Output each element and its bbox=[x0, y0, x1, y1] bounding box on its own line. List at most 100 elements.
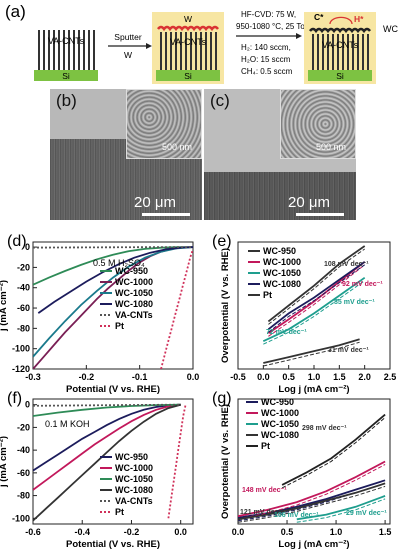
stage2-substrate: Si bbox=[184, 71, 192, 81]
cnt-tube bbox=[342, 34, 344, 70]
electrolyte-label: 0.1 M KOH bbox=[45, 419, 90, 429]
x-tick-label: 1.5 bbox=[379, 527, 392, 537]
series-line-wc-1000 bbox=[33, 403, 181, 491]
cnt-tube bbox=[68, 30, 70, 70]
y-tick-label: -80 bbox=[17, 323, 30, 333]
y-tick-label: -60 bbox=[17, 468, 30, 478]
x-tick-label: 0.0 bbox=[187, 372, 200, 382]
x-tick-label: -0.3 bbox=[25, 372, 41, 382]
stage-2: W VA-CNTs Si bbox=[152, 12, 224, 84]
sem-inset-c bbox=[280, 89, 356, 159]
wc-layer bbox=[309, 27, 371, 34]
y-tick-label: -80 bbox=[17, 491, 30, 501]
tafel-fit-line bbox=[238, 485, 386, 523]
series-line-wc-1050 bbox=[33, 246, 193, 358]
y-tick-label: -20 bbox=[17, 422, 30, 432]
cnt-forest-1 bbox=[38, 30, 95, 70]
arrow1-top-label: Sputter bbox=[114, 32, 142, 42]
cnt-tube bbox=[180, 32, 182, 70]
series-line-wc-1050 bbox=[296, 495, 386, 521]
scale-bar-label-b: 20 μm bbox=[134, 194, 176, 211]
arrow1-bottom-label: W bbox=[124, 50, 132, 60]
tafel-fit-line bbox=[268, 264, 366, 337]
series-line-wc-950 bbox=[267, 245, 366, 323]
cnt-tube bbox=[43, 30, 45, 70]
series-line-pt bbox=[281, 413, 386, 486]
series-line-wc-1080 bbox=[267, 261, 366, 331]
cnt-tube bbox=[322, 34, 324, 70]
cnt-tube bbox=[195, 32, 197, 70]
tafel-slope-label: 108 mV dec⁻¹ bbox=[324, 261, 369, 268]
tafel-slope-label: 29 mV dec⁻¹ bbox=[346, 510, 387, 517]
inset-scale-b: 500 nm bbox=[162, 142, 193, 152]
y-tick-label: 0 bbox=[25, 400, 30, 410]
y-tick-label: -20 bbox=[17, 262, 30, 272]
cnt-forest-3 bbox=[312, 34, 369, 70]
legend-label: WC-1000 bbox=[263, 257, 301, 267]
tafel-slope-label: 106 mV dec⁻¹ bbox=[274, 512, 319, 519]
x-tick-label: -0.2 bbox=[79, 372, 95, 382]
y-tick-label: -100 bbox=[12, 344, 30, 354]
cnt-tube bbox=[327, 34, 329, 70]
series-line-wc-1000 bbox=[267, 261, 366, 335]
condition-line-5: CH₄: 0.5 sccm bbox=[241, 67, 293, 76]
cnt-tube bbox=[175, 32, 177, 70]
x-tick-label: 1.0 bbox=[308, 372, 321, 382]
panel-letter: (e) bbox=[212, 233, 232, 250]
panel-letter: (g) bbox=[212, 390, 232, 407]
cnt-tube bbox=[337, 34, 339, 70]
chart-d: (d) -0.3 -0.2 -0.1 0.0 -120 -100 -80 -60 -40 -20 0 P… bbox=[0, 233, 199, 395]
scale-bar-label-c: 20 μm bbox=[288, 194, 330, 211]
series-line-wc-950 bbox=[33, 403, 181, 472]
series-line-va-cnts bbox=[33, 403, 181, 407]
cnt-tube bbox=[38, 30, 40, 70]
tafel-fit-line bbox=[281, 417, 386, 489]
stage3-h-radical: H* bbox=[354, 14, 364, 24]
cnt-tube bbox=[48, 30, 50, 70]
x-tick-label: 0.5 bbox=[282, 372, 295, 382]
stage3-label: VA-CNTs bbox=[322, 40, 359, 50]
cnt-tube bbox=[332, 34, 334, 70]
cnt-tube bbox=[362, 34, 364, 70]
tafel-fit-line bbox=[268, 264, 365, 333]
x-axis-label: Log j (mA cm⁻²) bbox=[278, 539, 349, 550]
panel-letter: (f) bbox=[7, 390, 22, 407]
series-line-wc-1080 bbox=[238, 482, 386, 521]
stage3-c-radical: C* bbox=[314, 12, 324, 22]
substrate-2 bbox=[156, 70, 220, 81]
legend-label: WC-950 bbox=[263, 246, 296, 256]
cnt-tube bbox=[78, 30, 80, 70]
cnt-tube bbox=[63, 30, 65, 70]
substrate-1 bbox=[34, 70, 98, 81]
condition-line-2: 950-1080 °C, 25 Torr bbox=[236, 22, 311, 31]
y-tick-label: -40 bbox=[17, 283, 30, 293]
x-tick-label: 1.0 bbox=[330, 527, 343, 537]
cnt-tube bbox=[185, 32, 187, 70]
series-line-wc-1050 bbox=[262, 276, 366, 343]
sem-inset-b bbox=[126, 89, 202, 159]
x-axis-label: Potential (V vs. RHE) bbox=[66, 539, 160, 550]
x-tick-label: 0.0 bbox=[232, 527, 245, 537]
tafel-fit-line bbox=[263, 280, 365, 345]
arrow-1-head bbox=[146, 43, 152, 49]
panel-letter-c: (c) bbox=[210, 91, 230, 110]
schematic-panel: (a) VA-CNTs Si Sputter W W VA-CNTs Si HF… bbox=[0, 0, 405, 88]
series-line-wc-1080 bbox=[37, 246, 193, 314]
inset-scale-c: 500 nm bbox=[316, 142, 347, 152]
legend-label: Pt bbox=[115, 507, 124, 517]
series-line-pt bbox=[263, 338, 360, 364]
cnt-tube bbox=[317, 34, 319, 70]
legend-label: WC-1050 bbox=[261, 419, 299, 429]
charts-svg: (d) -0.3 -0.2 -0.1 0.0 -120 -100 -80 -60 -40 -20 0 P… bbox=[0, 233, 396, 550]
x-tick-label: -0.1 bbox=[132, 372, 148, 382]
tafel-slope-label: 298 mV dec⁻¹ bbox=[302, 425, 347, 432]
stage-1: VA-CNTs Si bbox=[34, 30, 98, 81]
x-axis-label: Potential (V vs. RHE) bbox=[66, 384, 160, 395]
legend-label: Pt bbox=[263, 290, 272, 300]
legend-label: WC-950 bbox=[261, 397, 294, 407]
condition-line-4: H₂O: 15 sccm bbox=[241, 55, 291, 64]
sem-image-c: (c) 500 nm 20 μm bbox=[204, 89, 356, 220]
legend-label: VA-CNTs bbox=[115, 496, 153, 506]
tafel-fit-line bbox=[238, 464, 386, 520]
x-axis-label: Log j (mA cm⁻²) bbox=[278, 384, 349, 395]
